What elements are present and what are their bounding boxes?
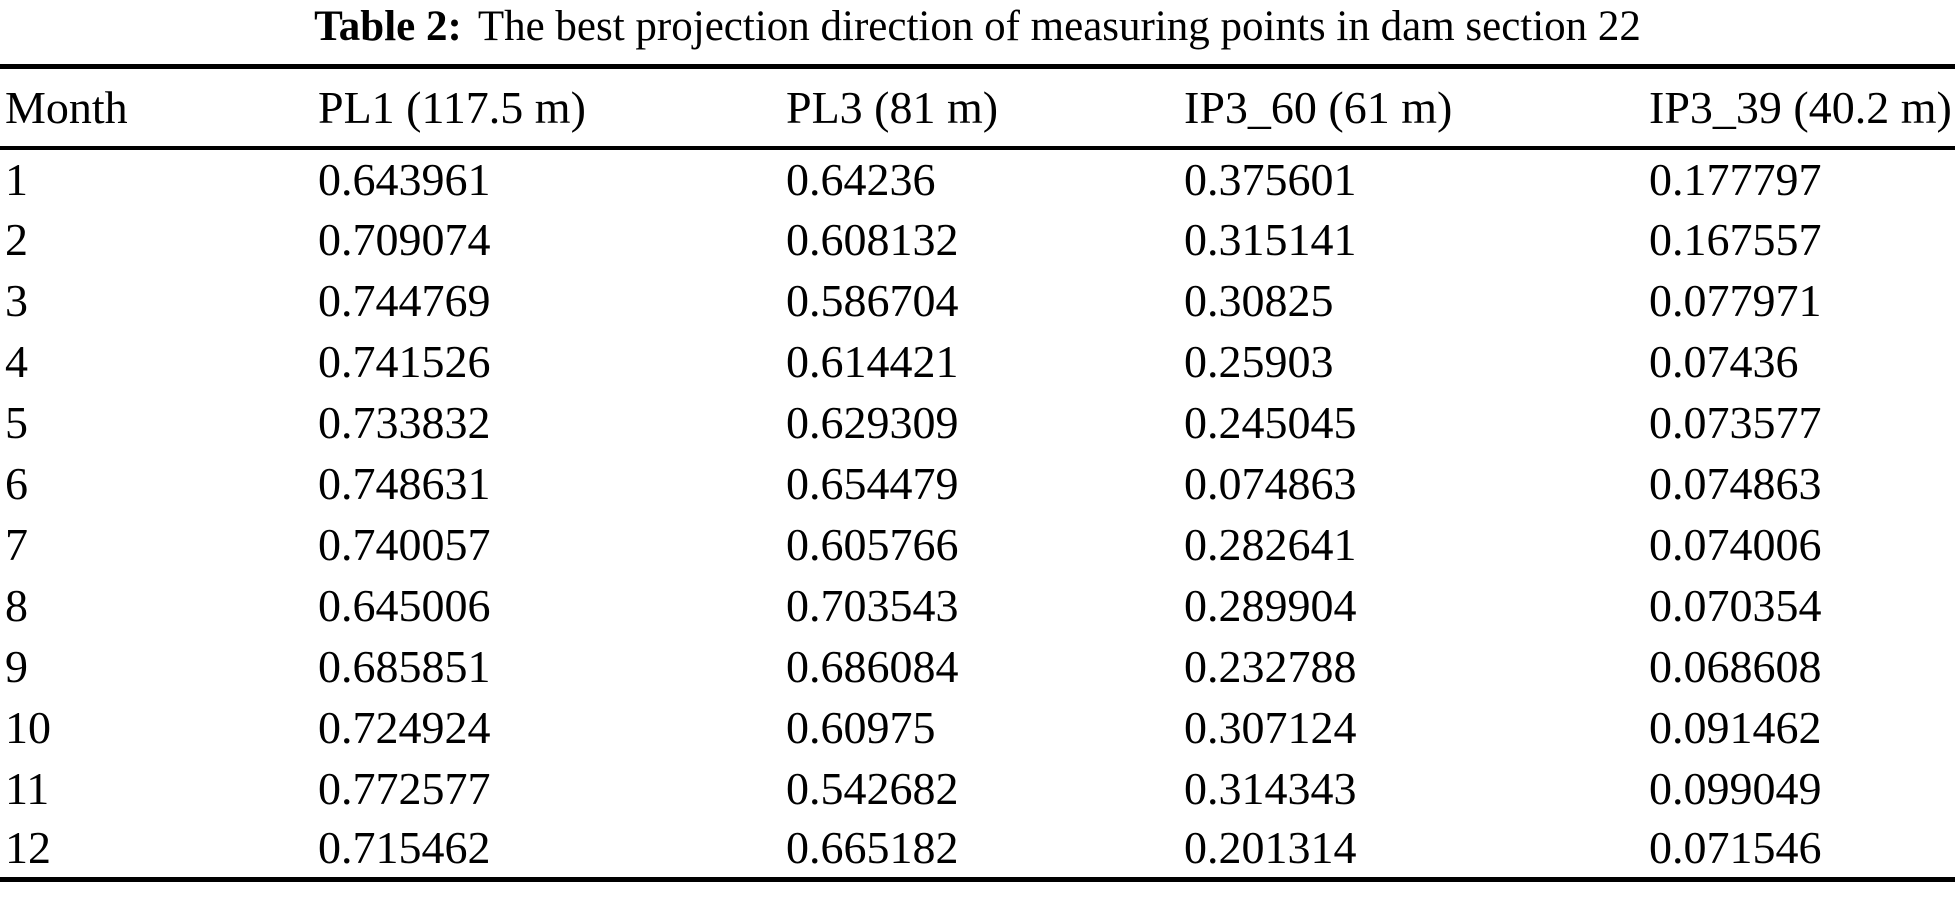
cell-pl1: 0.748631 [318,457,491,509]
cell-pl1: 0.733832 [318,396,491,448]
cell-ip3-60: 0.074863 [1184,457,1357,509]
column-header-pl3: PL3 (81 m) [786,81,999,133]
column-header-pl1: PL1 (117.5 m) [318,81,586,133]
cell-ip3-39: 0.167557 [1649,213,1822,265]
table-row: 10 0.724924 0.60975 0.307124 0.091462 [0,697,1955,758]
cell-ip3-39: 0.091462 [1649,701,1822,753]
cell-ip3-60: 0.307124 [1184,701,1357,753]
table-caption: Table 2: The best projection direction of… [0,0,1955,52]
data-table: Month PL1 (117.5 m) PL3 (81 m) IP3_60 (6… [0,64,1955,882]
table-row: 1 0.643961 0.64236 0.375601 0.177797 [0,148,1955,209]
cell-pl3: 0.60975 [786,701,936,753]
cell-ip3-39: 0.073577 [1649,396,1822,448]
cell-month: 4 [5,335,28,387]
cell-pl3: 0.654479 [786,457,959,509]
table-row: 12 0.715462 0.665182 0.201314 0.071546 [0,819,1955,880]
table-row: 5 0.733832 0.629309 0.245045 0.073577 [0,392,1955,453]
cell-pl3: 0.608132 [786,213,959,265]
cell-pl3: 0.629309 [786,396,959,448]
table-caption-label: Table 2: [314,3,462,50]
cell-pl1: 0.744769 [318,274,491,326]
cell-pl3: 0.686084 [786,640,959,692]
table-row: 8 0.645006 0.703543 0.289904 0.070354 [0,575,1955,636]
cell-month: 5 [5,396,28,448]
cell-ip3-60: 0.245045 [1184,396,1357,448]
cell-pl3: 0.703543 [786,579,959,631]
table-row: 6 0.748631 0.654479 0.074863 0.074863 [0,453,1955,514]
cell-pl1: 0.740057 [318,518,491,570]
cell-ip3-39: 0.099049 [1649,762,1822,814]
cell-month: 7 [5,518,28,570]
cell-month: 9 [5,640,28,692]
cell-pl1: 0.724924 [318,701,491,753]
table-header: Month PL1 (117.5 m) PL3 (81 m) IP3_60 (6… [0,67,1955,148]
cell-month: 1 [5,153,28,205]
cell-pl1: 0.645006 [318,579,491,631]
cell-pl1: 0.685851 [318,640,491,692]
cell-month: 8 [5,579,28,631]
cell-month: 2 [5,213,28,265]
cell-ip3-60: 0.315141 [1184,213,1357,265]
cell-pl3: 0.586704 [786,274,959,326]
table-row: 9 0.685851 0.686084 0.232788 0.068608 [0,636,1955,697]
table-caption-text: The best projection direction of measuri… [477,3,1641,50]
cell-ip3-39: 0.074863 [1649,457,1822,509]
table-row: 3 0.744769 0.586704 0.30825 0.077971 [0,270,1955,331]
cell-ip3-60: 0.201314 [1184,822,1357,874]
cell-month: 10 [5,701,51,753]
table-row: 7 0.740057 0.605766 0.282641 0.074006 [0,514,1955,575]
cell-pl1: 0.741526 [318,335,491,387]
cell-pl3: 0.665182 [786,822,959,874]
column-header-month: Month [5,81,128,133]
cell-ip3-39: 0.071546 [1649,822,1822,874]
header-row: Month PL1 (117.5 m) PL3 (81 m) IP3_60 (6… [0,67,1955,148]
cell-month: 3 [5,274,28,326]
cell-ip3-39: 0.074006 [1649,518,1822,570]
cell-pl1: 0.715462 [318,822,491,874]
cell-month: 6 [5,457,28,509]
cell-ip3-39: 0.07436 [1649,335,1799,387]
cell-pl1: 0.643961 [318,153,491,205]
cell-ip3-60: 0.30825 [1184,274,1334,326]
cell-ip3-60: 0.25903 [1184,335,1334,387]
cell-ip3-39: 0.077971 [1649,274,1822,326]
cell-ip3-39: 0.068608 [1649,640,1822,692]
cell-pl1: 0.709074 [318,213,491,265]
table-body: 1 0.643961 0.64236 0.375601 0.177797 2 0… [0,148,1955,880]
cell-month: 12 [5,822,51,874]
cell-ip3-60: 0.314343 [1184,762,1357,814]
table-row: 4 0.741526 0.614421 0.25903 0.07436 [0,331,1955,392]
cell-pl3: 0.605766 [786,518,959,570]
cell-ip3-39: 0.070354 [1649,579,1822,631]
cell-ip3-60: 0.282641 [1184,518,1357,570]
cell-pl3: 0.64236 [786,153,936,205]
cell-ip3-60: 0.289904 [1184,579,1357,631]
column-header-ip3-60: IP3_60 (61 m) [1184,81,1453,133]
cell-month: 11 [5,762,50,814]
table-row: 2 0.709074 0.608132 0.315141 0.167557 [0,209,1955,270]
cell-ip3-60: 0.375601 [1184,153,1357,205]
cell-ip3-60: 0.232788 [1184,640,1357,692]
table-row: 11 0.772577 0.542682 0.314343 0.099049 [0,758,1955,819]
cell-pl3: 0.614421 [786,335,959,387]
cell-pl3: 0.542682 [786,762,959,814]
column-header-ip3-39: IP3_39 (40.2 m) [1649,81,1952,133]
cell-ip3-39: 0.177797 [1649,153,1822,205]
cell-pl1: 0.772577 [318,762,491,814]
